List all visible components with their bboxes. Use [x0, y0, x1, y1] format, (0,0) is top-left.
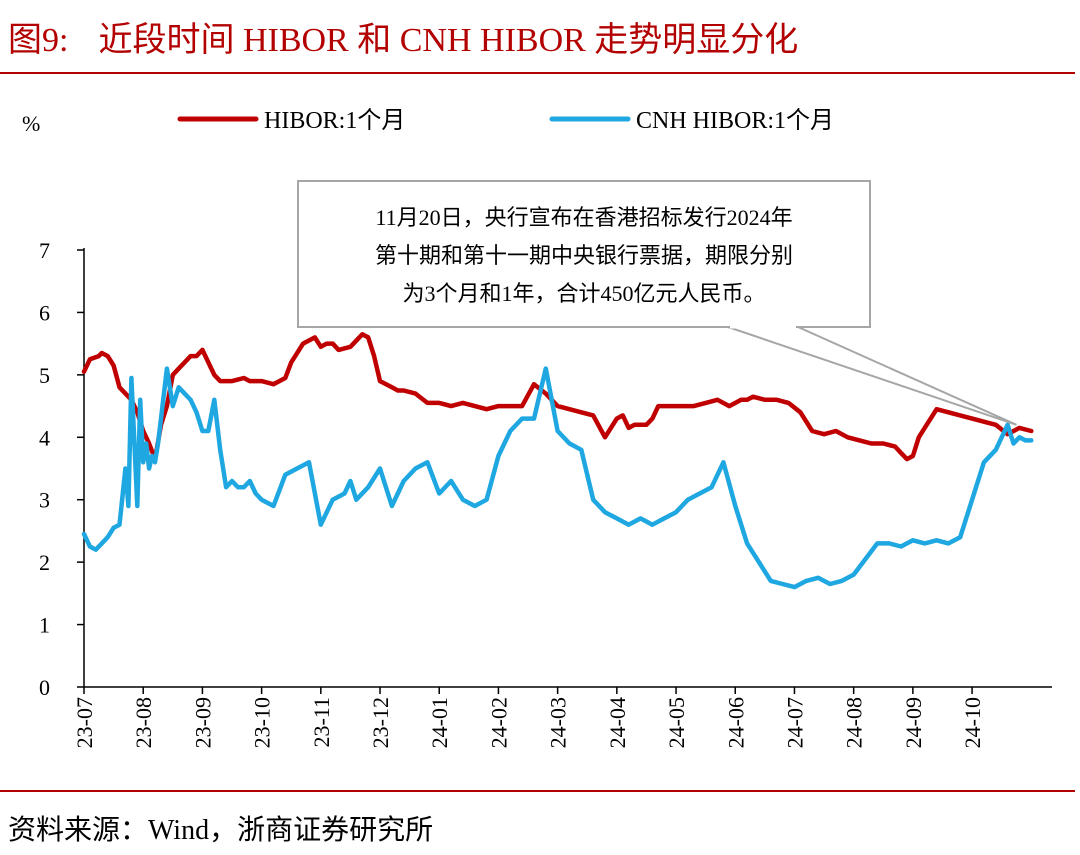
x-tick-label: 24-03	[546, 697, 571, 748]
series-line-hibor	[81, 332, 1034, 462]
series-group	[81, 332, 1034, 590]
x-axis: 23-07 23-08 23-09 23-10 23-11 23-12 24-01 24-02…	[72, 686, 1052, 748]
callout-box	[297, 180, 871, 328]
source-divider	[0, 790, 1075, 792]
annotation-line: 11月20日，央行宣布在香港招标发行2024年	[375, 205, 792, 230]
x-tick-label: 24-05	[664, 697, 689, 748]
figure-title-text: 近段时间 HIBOR 和 CNH HIBOR 走势明显分化	[98, 22, 799, 59]
x-tick-label: 23-11	[309, 697, 334, 748]
x-tick-label: 24-06	[723, 697, 748, 748]
legend: HIBOR:1个月 CNH HIBOR:1个月	[177, 107, 834, 134]
y-tick-label: 2	[39, 550, 50, 575]
x-tick-label: 23-12	[368, 697, 393, 748]
x-tick-label: 24-09	[901, 697, 926, 748]
annotation-line: 为3个月和1年，合计450亿元人民币。	[402, 281, 765, 306]
figure-number: 图9:	[8, 22, 69, 59]
x-tick-label: 24-04	[605, 697, 630, 748]
y-tick-label: 7	[39, 238, 50, 263]
x-tick-label: 23-09	[190, 697, 215, 748]
annotation-callout: 11月20日，央行宣布在香港招标发行2024年第十期和第十一期中央银行票据，期限…	[297, 180, 1017, 426]
y-axis: 0 1 2 3 4 5 6 7	[39, 238, 85, 700]
figure-title: 图9: 近段时间 HIBOR 和 CNH HIBOR 走势明显分化	[8, 12, 798, 61]
title-divider	[0, 72, 1075, 74]
x-tick-label: 24-02	[486, 697, 511, 748]
x-tick-label: 23-08	[131, 697, 156, 748]
x-tick-label: 24-10	[960, 697, 985, 748]
y-tick-label: 5	[39, 363, 50, 388]
x-tick-label: 23-07	[72, 697, 97, 748]
y-tick-label: 4	[39, 425, 50, 450]
legend-label: CNH HIBOR:1个月	[636, 107, 834, 134]
x-tick-label: 24-08	[842, 697, 867, 748]
y-tick-label: 1	[39, 613, 50, 638]
annotation-line: 第十期和第十一期中央银行票据，期限分别	[375, 243, 793, 268]
x-tick-label: 23-10	[250, 697, 275, 748]
y-tick-label: 0	[39, 675, 50, 700]
legend-label: HIBOR:1个月	[264, 107, 405, 134]
x-tick-label: 24-01	[427, 697, 452, 748]
source-note: 资料来源：Wind，浙商证券研究所	[8, 815, 434, 846]
series-line-cnh-hibor	[81, 366, 1034, 590]
y-tick-label: 3	[39, 488, 50, 513]
callout-pointer	[727, 326, 1017, 426]
y-tick-label: 6	[39, 300, 50, 325]
y-axis-unit: %	[22, 111, 40, 136]
x-tick-label: 24-07	[782, 697, 807, 748]
